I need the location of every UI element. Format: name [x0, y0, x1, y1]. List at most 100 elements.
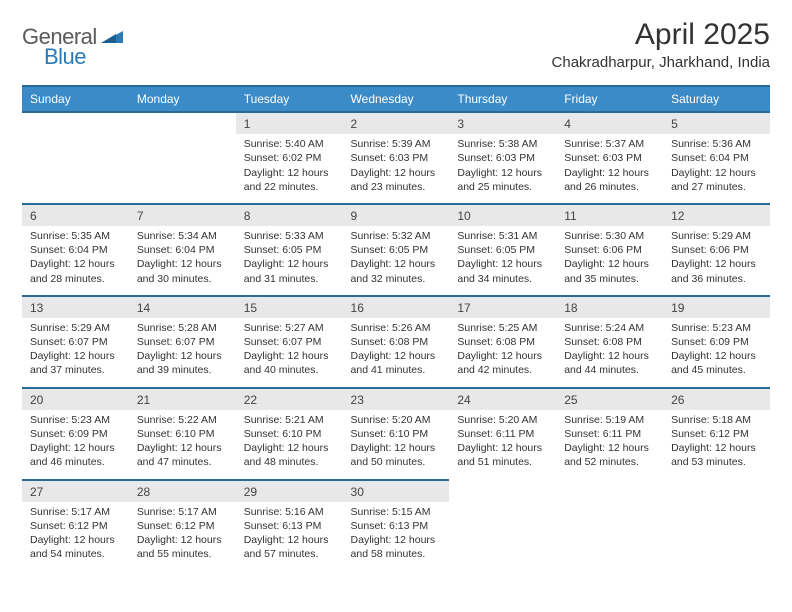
sunrise-text: Sunrise: 5:27 AM: [244, 321, 335, 335]
calendar-cell: 7Sunrise: 5:34 AMSunset: 6:04 PMDaylight…: [129, 202, 236, 294]
sunset-text: Sunset: 6:11 PM: [457, 427, 548, 441]
sunrise-text: Sunrise: 5:20 AM: [457, 413, 548, 427]
sunrise-text: Sunrise: 5:28 AM: [137, 321, 228, 335]
sunset-text: Sunset: 6:06 PM: [564, 243, 655, 257]
title-block: April 2025 Chakradharpur, Jharkhand, Ind…: [552, 18, 770, 71]
calendar-cell: [449, 478, 556, 570]
calendar-cell: 17Sunrise: 5:25 AMSunset: 6:08 PMDayligh…: [449, 294, 556, 386]
daylight-text: Daylight: 12 hours and 30 minutes.: [137, 257, 228, 285]
day-number: [663, 479, 770, 486]
weekday-header: Saturday: [663, 86, 770, 111]
sunset-text: Sunset: 6:13 PM: [351, 519, 442, 533]
calendar-row: 1Sunrise: 5:40 AMSunset: 6:02 PMDaylight…: [22, 111, 770, 202]
day-number: [449, 479, 556, 486]
day-body: Sunrise: 5:35 AMSunset: 6:04 PMDaylight:…: [22, 226, 129, 294]
day-number: 29: [236, 479, 343, 502]
day-body: Sunrise: 5:40 AMSunset: 6:02 PMDaylight:…: [236, 134, 343, 202]
daylight-text: Daylight: 12 hours and 54 minutes.: [30, 533, 121, 561]
day-number: 8: [236, 203, 343, 226]
day-body: Sunrise: 5:17 AMSunset: 6:12 PMDaylight:…: [22, 502, 129, 570]
weekday-header-row: Sunday Monday Tuesday Wednesday Thursday…: [22, 86, 770, 111]
sunrise-text: Sunrise: 5:29 AM: [30, 321, 121, 335]
calendar-cell: 12Sunrise: 5:29 AMSunset: 6:06 PMDayligh…: [663, 202, 770, 294]
month-title: April 2025: [552, 18, 770, 52]
day-body: Sunrise: 5:38 AMSunset: 6:03 PMDaylight:…: [449, 134, 556, 202]
calendar-cell: 18Sunrise: 5:24 AMSunset: 6:08 PMDayligh…: [556, 294, 663, 386]
calendar-cell: 10Sunrise: 5:31 AMSunset: 6:05 PMDayligh…: [449, 202, 556, 294]
day-number: 24: [449, 387, 556, 410]
daylight-text: Daylight: 12 hours and 27 minutes.: [671, 166, 762, 194]
daylight-text: Daylight: 12 hours and 31 minutes.: [244, 257, 335, 285]
logo-text-blue: Blue: [44, 44, 86, 70]
daylight-text: Daylight: 12 hours and 51 minutes.: [457, 441, 548, 469]
calendar-row: 20 Sunrise: 5:23 AMSunset: 6:09 PM Dayligh…: [22, 386, 770, 478]
daylight-text: Daylight: 12 hours and 48 minutes.: [244, 441, 335, 469]
day-body: Sunrise: 5:24 AMSunset: 6:08 PMDaylight:…: [556, 318, 663, 386]
calendar-row: 13Sunrise: 5:29 AMSunset: 6:07 PMDayligh…: [22, 294, 770, 386]
sunset-text: Sunset: 6:05 PM: [351, 243, 442, 257]
sunrise-text: Sunrise: 5:23 AM: [30, 413, 121, 427]
daylight-text: Daylight: 12 hours and 35 minutes.: [564, 257, 655, 285]
sunset-text: Sunset: 6:09 PM: [30, 427, 121, 441]
day-number: 5: [663, 111, 770, 134]
day-body: Sunrise: 5:26 AMSunset: 6:08 PMDaylight:…: [343, 318, 450, 386]
sunrise-text: Sunrise: 5:22 AM: [137, 413, 228, 427]
sunrise-text: Sunrise: 5:31 AM: [457, 229, 548, 243]
day-body: Sunrise: 5:15 AMSunset: 6:13 PMDaylight:…: [343, 502, 450, 570]
daylight-text: Daylight: 12 hours and 22 minutes.: [244, 166, 335, 194]
weekday-header: Monday: [129, 86, 236, 111]
calendar-row: 27Sunrise: 5:17 AMSunset: 6:12 PMDayligh…: [22, 478, 770, 570]
day-body: Sunrise: 5:20 AMSunset: 6:11 PMDaylight:…: [449, 410, 556, 478]
calendar-table: Sunday Monday Tuesday Wednesday Thursday…: [22, 85, 770, 570]
sunrise-text: Sunrise: 5:38 AM: [457, 137, 548, 151]
day-body: Sunrise: 5:22 AMSunset: 6:10 PMDaylight:…: [129, 410, 236, 478]
sunset-text: Sunset: 6:07 PM: [244, 335, 335, 349]
day-body: Sunrise: 5:34 AMSunset: 6:04 PMDaylight:…: [129, 226, 236, 294]
sunset-text: Sunset: 6:08 PM: [564, 335, 655, 349]
sunset-text: Sunset: 6:06 PM: [671, 243, 762, 257]
calendar-cell: 5Sunrise: 5:36 AMSunset: 6:04 PMDaylight…: [663, 111, 770, 202]
calendar-cell: 29Sunrise: 5:16 AMSunset: 6:13 PMDayligh…: [236, 478, 343, 570]
day-number: 4: [556, 111, 663, 134]
calendar-cell: 3Sunrise: 5:38 AMSunset: 6:03 PMDaylight…: [449, 111, 556, 202]
sunset-text: Sunset: 6:03 PM: [564, 151, 655, 165]
day-number: 19: [663, 295, 770, 318]
sunrise-text: Sunrise: 5:37 AM: [564, 137, 655, 151]
weekday-header: Thursday: [449, 86, 556, 111]
day-body: Sunrise: 5:27 AMSunset: 6:07 PMDaylight:…: [236, 318, 343, 386]
calendar-cell: 30Sunrise: 5:15 AMSunset: 6:13 PMDayligh…: [343, 478, 450, 570]
sunset-text: Sunset: 6:08 PM: [457, 335, 548, 349]
sunrise-text: Sunrise: 5:39 AM: [351, 137, 442, 151]
calendar-cell: 24Sunrise: 5:20 AMSunset: 6:11 PMDayligh…: [449, 386, 556, 478]
logo-triangle-icon: [101, 27, 123, 43]
daylight-text: Daylight: 12 hours and 34 minutes.: [457, 257, 548, 285]
location-label: Chakradharpur, Jharkhand, India: [552, 54, 770, 71]
sunset-text: Sunset: 6:12 PM: [137, 519, 228, 533]
day-body: Sunrise: 5:30 AMSunset: 6:06 PMDaylight:…: [556, 226, 663, 294]
weekday-header: Sunday: [22, 86, 129, 111]
day-number: 25: [556, 387, 663, 410]
day-number: 22: [236, 387, 343, 410]
day-number: 3: [449, 111, 556, 134]
calendar-cell: 11Sunrise: 5:30 AMSunset: 6:06 PMDayligh…: [556, 202, 663, 294]
daylight-text: Daylight: 12 hours and 44 minutes.: [564, 349, 655, 377]
calendar-cell: 25Sunrise: 5:19 AMSunset: 6:11 PMDayligh…: [556, 386, 663, 478]
day-number: 21: [129, 387, 236, 410]
day-number: 11: [556, 203, 663, 226]
sunrise-text: Sunrise: 5:26 AM: [351, 321, 442, 335]
day-number: 28: [129, 479, 236, 502]
daylight-text: Daylight: 12 hours and 58 minutes.: [351, 533, 442, 561]
day-body: Sunrise: 5:36 AMSunset: 6:04 PMDaylight:…: [663, 134, 770, 202]
day-number: 6: [22, 203, 129, 226]
day-number: 2: [343, 111, 450, 134]
day-body: Sunrise: 5:28 AMSunset: 6:07 PMDaylight:…: [129, 318, 236, 386]
daylight-text: Daylight: 12 hours and 23 minutes.: [351, 166, 442, 194]
day-number: 10: [449, 203, 556, 226]
sunset-text: Sunset: 6:10 PM: [351, 427, 442, 441]
calendar-cell: 1Sunrise: 5:40 AMSunset: 6:02 PMDaylight…: [236, 111, 343, 202]
daylight-text: Daylight: 12 hours and 25 minutes.: [457, 166, 548, 194]
weekday-header: Wednesday: [343, 86, 450, 111]
daylight-text: Daylight: 12 hours and 28 minutes.: [30, 257, 121, 285]
day-number: 20: [22, 387, 129, 410]
calendar-cell: 20Sunrise: 5:23 AMSunset: 6:09 PMDayligh…: [22, 386, 129, 478]
